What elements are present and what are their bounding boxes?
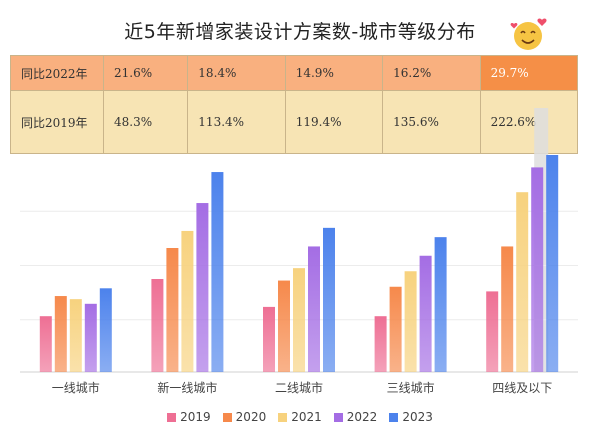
smiling-face-with-hearts-icon bbox=[510, 18, 547, 50]
legend-item-2022: 2022 bbox=[333, 410, 378, 424]
bar-2021-3 bbox=[404, 271, 417, 372]
legend-label: 2021 bbox=[291, 410, 322, 424]
bar-2022-0 bbox=[84, 303, 97, 372]
row-label: 同比2022年 bbox=[10, 55, 104, 91]
table-cell: 113.4% bbox=[187, 90, 286, 154]
legend-swatch bbox=[333, 412, 343, 422]
bar-2019-2 bbox=[263, 306, 275, 372]
yoy-stats-table: 同比2022年 21.6% 18.4% 14.9% 16.2% 29.7% 同比… bbox=[10, 55, 579, 154]
bar-2020-2 bbox=[278, 280, 290, 372]
bar-2021-0 bbox=[69, 299, 82, 372]
chart-title: 近5年新增家装设计方案数-城市等级分布 bbox=[124, 21, 476, 43]
bar-2023-2 bbox=[323, 227, 335, 372]
legend-item-2023: 2023 bbox=[389, 410, 433, 424]
table-cell: 48.3% bbox=[102, 90, 189, 154]
row-label: 同比2019年 bbox=[10, 90, 104, 154]
x-tick-label: 三线城市 bbox=[387, 380, 435, 395]
bar-2021-2 bbox=[293, 268, 305, 372]
legend-label: 2023 bbox=[402, 410, 433, 424]
legend-item-2020: 2020 bbox=[222, 410, 267, 424]
x-tick-label: 二线城市 bbox=[275, 380, 323, 395]
bar-2023-3 bbox=[434, 237, 447, 372]
chart-legend: 2019 2020 2021 2022 2023 bbox=[0, 410, 600, 424]
legend-label: 2019 bbox=[180, 410, 211, 424]
bar-2022-1 bbox=[196, 203, 209, 372]
table-cell: 222.6% bbox=[479, 90, 579, 154]
legend-swatch bbox=[389, 412, 399, 422]
bar-2022-2 bbox=[308, 246, 320, 372]
bar-2020-3 bbox=[389, 286, 402, 372]
bar-2019-1 bbox=[151, 279, 164, 372]
bar-2021-1 bbox=[181, 230, 194, 372]
legend-item-2021: 2021 bbox=[278, 410, 322, 424]
bar-2022-4 bbox=[531, 167, 544, 372]
table-cell: 21.6% bbox=[102, 55, 189, 91]
table-row: 同比2022年 21.6% 18.4% 14.9% 16.2% 29.7% bbox=[10, 55, 579, 91]
table-cell: 119.4% bbox=[284, 90, 384, 154]
legend-swatch bbox=[222, 412, 232, 422]
bar-2023-4 bbox=[546, 155, 559, 372]
x-tick-label: 一线城市 bbox=[52, 380, 100, 395]
x-tick-label: 新一线城市 bbox=[157, 380, 217, 395]
bar-2020-0 bbox=[54, 296, 67, 372]
bar-2020-4 bbox=[501, 246, 514, 372]
legend-swatch bbox=[278, 412, 288, 422]
bar-2021-4 bbox=[516, 192, 529, 372]
bar-2019-4 bbox=[486, 291, 499, 372]
legend-swatch bbox=[167, 412, 177, 422]
bar-2023-1 bbox=[211, 172, 224, 372]
bar-2019-3 bbox=[374, 316, 387, 372]
x-tick-label: 四线及以下 bbox=[492, 381, 552, 395]
bar-2019-0 bbox=[39, 316, 52, 372]
legend-label: 2020 bbox=[235, 410, 267, 424]
bar-2023-0 bbox=[99, 288, 112, 372]
table-cell: 135.6% bbox=[382, 90, 481, 154]
bar-2020-1 bbox=[166, 248, 179, 372]
legend-item-2019: 2019 bbox=[167, 410, 211, 424]
table-cell: 16.2% bbox=[382, 55, 481, 91]
table-row: 同比2019年 48.3% 113.4% 119.4% 135.6% 222.6… bbox=[10, 90, 579, 154]
legend-label: 2022 bbox=[346, 410, 378, 424]
bar-2022-3 bbox=[419, 255, 432, 372]
table-cell-highlight: 29.7% bbox=[479, 55, 579, 91]
